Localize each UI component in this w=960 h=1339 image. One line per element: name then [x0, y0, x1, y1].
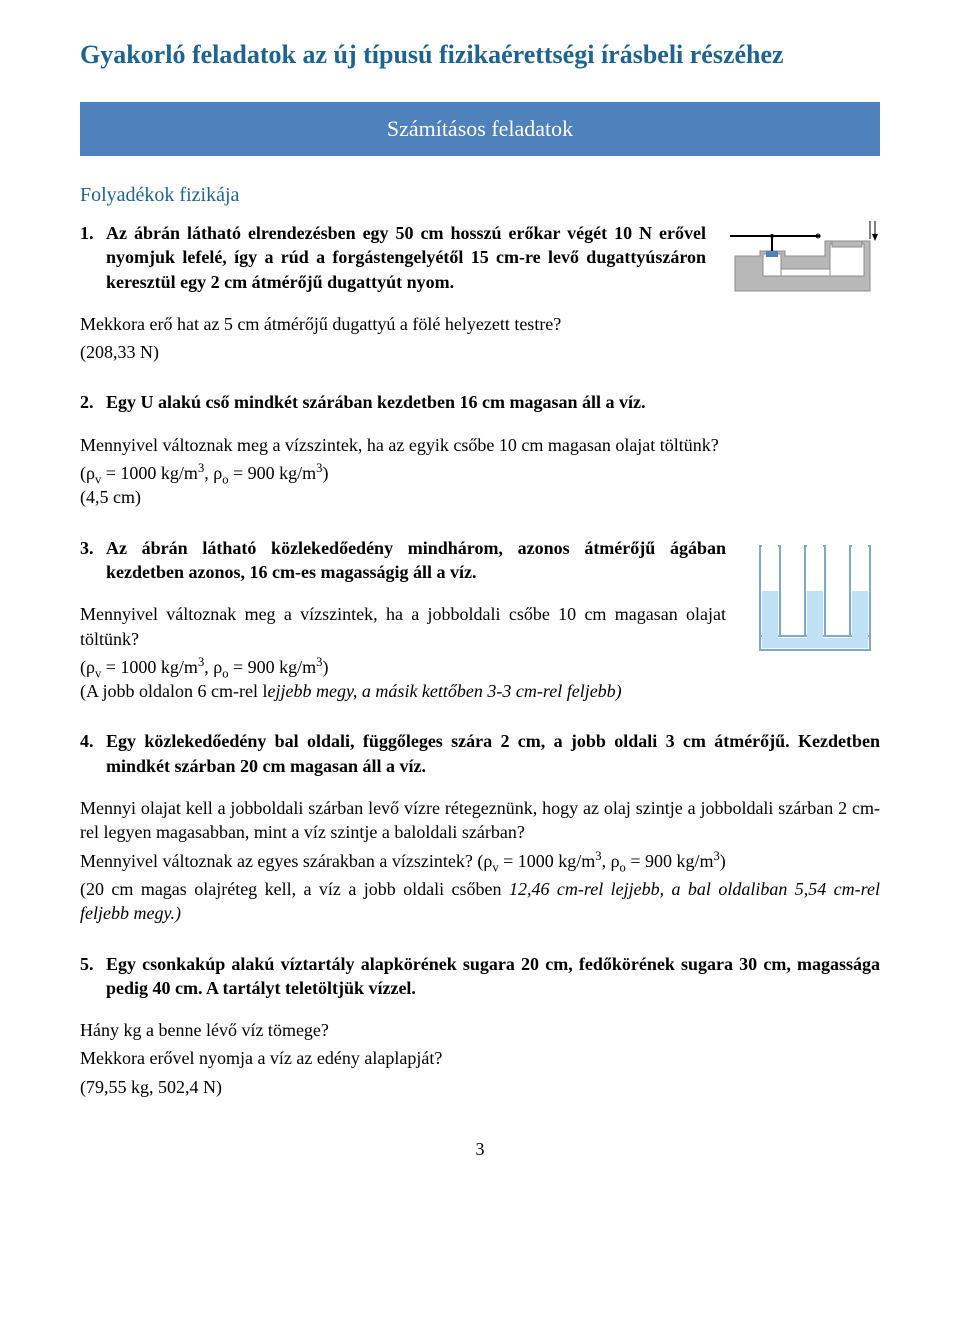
problem-3-params: (ρv = 1000 kg/m3, ρo = 900 kg/m3)	[80, 655, 726, 679]
problem-1-figure	[730, 221, 880, 301]
problem-1-number: 1.	[80, 221, 106, 294]
problem-4-answer: (20 cm magas olajréteg kell, a víz a job…	[80, 877, 880, 926]
problem-4-number: 4.	[80, 729, 106, 778]
problem-4-question-1: Mennyi olajat kell a jobboldali szárban …	[80, 796, 880, 845]
section-title: Folyadékok fizikája	[80, 184, 880, 207]
problem-5-answer: (79,55 kg, 502,4 N)	[80, 1075, 880, 1099]
communicating-vessels-icon	[750, 536, 880, 656]
problem-5-text: Egy csonkakúp alakú víztartály alapkörén…	[106, 952, 880, 1001]
problem-1-answer: (208,33 N)	[80, 340, 706, 364]
section-banner: Számításos feladatok	[80, 102, 880, 156]
problem-4: 4. Egy közlekedőedény bal oldali, függől…	[80, 729, 880, 925]
problem-1-text-col: 1. Az ábrán látható elrendezésben egy 50…	[80, 221, 706, 364]
problem-2-text: Egy U alakú cső mindkét szárában kezdetb…	[106, 390, 880, 414]
problem-1-question: Mekkora erő hat az 5 cm átmérőjű dugatty…	[80, 312, 706, 336]
problem-3-answer: (A jobb oldalon 6 cm-rel lejjebb megy, a…	[80, 679, 726, 703]
problem-3: 3. Az ábrán látható közlekedőedény mindh…	[80, 536, 880, 704]
problem-5-number: 5.	[80, 952, 106, 1001]
problem-3-text: Az ábrán látható közlekedőedény mindháro…	[106, 536, 726, 585]
problem-1-text: Az ábrán látható elrendezésben egy 50 cm…	[106, 221, 706, 294]
problem-4-text: Egy közlekedőedény bal oldali, függőlege…	[106, 729, 880, 778]
problem-2-question: Mennyivel változnak meg a vízszintek, ha…	[80, 433, 880, 457]
problem-5-question-1: Hány kg a benne lévő víz tömege?	[80, 1018, 880, 1042]
problem-2: 2. Egy U alakú cső mindkét szárában kezd…	[80, 390, 880, 509]
problem-3-figure	[750, 536, 880, 656]
problem-2-number: 2.	[80, 390, 106, 414]
hydraulic-press-icon	[730, 221, 880, 301]
page-container: Gyakorló feladatok az új típusú fizikaér…	[0, 0, 960, 1200]
problem-3-number: 3.	[80, 536, 106, 585]
main-title: Gyakorló feladatok az új típusú fizikaér…	[80, 40, 880, 70]
problem-3-question: Mennyivel változnak meg a vízszintek, ha…	[80, 602, 726, 651]
page-number: 3	[80, 1139, 880, 1160]
problem-4-question-2: Mennyivel változnak az egyes szárakban a…	[80, 849, 880, 873]
problem-1: 1. Az ábrán látható elrendezésben egy 50…	[80, 221, 880, 364]
problem-5: 5. Egy csonkakúp alakú víztartály alapkö…	[80, 952, 880, 1099]
problem-5-question-2: Mekkora erővel nyomja a víz az edény ala…	[80, 1046, 880, 1070]
problem-2-params: (ρv = 1000 kg/m3, ρo = 900 kg/m3)	[80, 461, 880, 485]
problem-2-answer: (4,5 cm)	[80, 485, 880, 509]
problem-3-text-col: 3. Az ábrán látható közlekedőedény mindh…	[80, 536, 726, 704]
